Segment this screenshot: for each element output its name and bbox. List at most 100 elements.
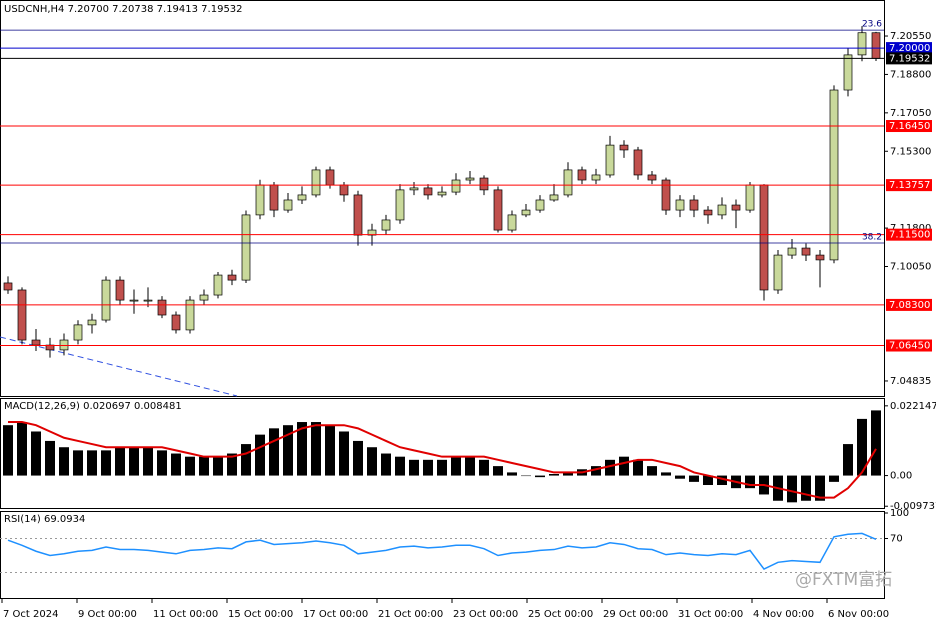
rsi-line — [7, 532, 877, 571]
level-box — [886, 42, 932, 55]
candle-body — [269, 184, 279, 211]
y-tick-label: 100 — [890, 508, 909, 519]
macd-bar — [395, 456, 405, 476]
y-tick-label: 7.10050 — [890, 261, 931, 272]
macd-bar — [591, 466, 601, 476]
candle-body — [311, 169, 321, 196]
macd-bar — [59, 447, 69, 476]
macd-bar — [3, 425, 13, 476]
candle-body — [591, 174, 601, 181]
candle-body — [507, 214, 517, 231]
candle-body — [605, 144, 615, 176]
candle-body — [871, 32, 881, 59]
macd-bar — [115, 447, 125, 476]
candle-body — [241, 214, 251, 281]
candle-body — [535, 199, 545, 211]
candle-body — [129, 299, 139, 302]
macd-bar — [269, 428, 279, 476]
candle-body — [199, 294, 209, 301]
candle-body — [255, 184, 265, 216]
level-label: 7.13757 — [889, 180, 930, 191]
y-tick-label: 7.18800 — [890, 69, 931, 80]
macd-bar — [423, 459, 433, 476]
macd-bar — [199, 456, 209, 476]
macd-bar — [619, 456, 629, 476]
macd-bar — [255, 434, 265, 476]
macd-bar — [213, 456, 223, 476]
candle-body — [619, 144, 629, 151]
macd-panel — [0, 398, 885, 509]
candle-body — [773, 254, 783, 291]
rsi-panel — [0, 511, 885, 599]
macd-bar — [283, 425, 293, 476]
candle-body — [633, 149, 643, 176]
x-tick-label: 15 Oct 00:00 — [228, 609, 293, 620]
level-label: 7.19532 — [889, 53, 930, 64]
candle-body — [661, 179, 671, 211]
macd-bar — [787, 475, 797, 503]
macd-bar — [339, 431, 349, 476]
macd-bar — [451, 456, 461, 476]
macd-bar — [549, 473, 559, 476]
level-label: 7.11500 — [889, 230, 930, 241]
candle-body — [703, 209, 713, 216]
price-panel — [0, 0, 885, 397]
macd-bar — [745, 475, 755, 489]
macd-bar — [325, 425, 335, 476]
macd-bar — [703, 475, 713, 486]
macd-bar — [465, 456, 475, 476]
candle-body — [689, 199, 699, 211]
candle-body — [577, 169, 587, 181]
candle-body — [3, 282, 13, 291]
candle-body — [451, 179, 461, 193]
candle-body — [829, 89, 839, 261]
candle-body — [59, 339, 69, 351]
candle-body — [423, 187, 433, 196]
macd-bar — [17, 422, 27, 476]
candle-body — [437, 191, 447, 196]
macd-bar — [297, 422, 307, 476]
macd-bar — [605, 459, 615, 476]
candle-body — [87, 319, 97, 326]
y-tick-label: 7.11800 — [890, 223, 931, 234]
candle-body — [227, 274, 237, 281]
macd-bar — [801, 475, 811, 501]
macd-bar — [843, 444, 853, 476]
candle-body — [521, 209, 531, 216]
candle-body — [17, 289, 27, 341]
macd-title: MACD(12,26,9) 0.020697 0.008481 — [4, 401, 182, 412]
candle-body — [675, 199, 685, 211]
candle-body — [745, 184, 755, 211]
level-box — [886, 179, 932, 192]
macd-bar — [829, 475, 839, 482]
macd-bar — [311, 422, 321, 476]
x-tick-label: 4 Nov 00:00 — [753, 609, 814, 620]
macd-bar — [227, 453, 237, 476]
candle-body — [297, 194, 307, 201]
level-box — [886, 298, 932, 311]
candle-body — [717, 204, 727, 216]
candle-body — [479, 177, 489, 191]
candle-body — [115, 279, 125, 301]
x-tick-label: 6 Nov 00:00 — [828, 609, 889, 620]
candle-body — [549, 194, 559, 201]
macd-bar — [437, 459, 447, 476]
candle-body — [409, 187, 419, 191]
candle-body — [283, 199, 293, 211]
watermark: @FXTM富拓 — [795, 570, 892, 590]
y-tick-label: 70 — [890, 534, 903, 545]
y-tick-label: 7.20550 — [890, 31, 931, 42]
macd-bar — [171, 453, 181, 476]
candle-body — [843, 54, 853, 91]
macd-bar — [87, 450, 97, 476]
macd-bar — [129, 447, 139, 476]
fib-label: 23.6 — [862, 20, 882, 30]
candle-body — [787, 247, 797, 256]
candle-body — [563, 169, 573, 196]
macd-bar — [633, 459, 643, 476]
macd-bar — [857, 418, 867, 476]
level-label: 7.16450 — [889, 121, 930, 132]
macd-bar — [101, 450, 111, 476]
y-tick-label: 7.17050 — [890, 108, 931, 119]
